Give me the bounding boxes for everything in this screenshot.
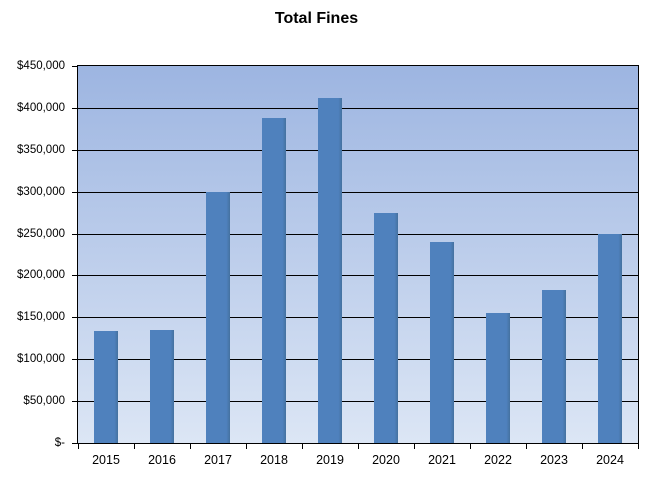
gridline bbox=[78, 317, 638, 318]
y-tick-label: $150,000 bbox=[17, 311, 65, 323]
y-axis-tick bbox=[72, 150, 77, 151]
bar-2019 bbox=[318, 98, 342, 443]
y-axis-tick bbox=[72, 317, 77, 318]
y-tick-label: $400,000 bbox=[17, 102, 65, 114]
y-tick-label: $450,000 bbox=[17, 60, 65, 72]
y-axis-tick bbox=[72, 108, 77, 109]
bar-2020 bbox=[374, 213, 398, 443]
y-tick-label: $200,000 bbox=[17, 269, 65, 281]
y-tick-label: $100,000 bbox=[17, 353, 65, 365]
bar-2024 bbox=[598, 234, 622, 443]
y-tick-label: $300,000 bbox=[17, 186, 65, 198]
y-axis-tick bbox=[72, 443, 77, 444]
x-axis-tick bbox=[246, 444, 247, 449]
gridline bbox=[78, 234, 638, 235]
x-tick-label: 2021 bbox=[428, 453, 456, 467]
x-tick-label: 2019 bbox=[316, 453, 344, 467]
bar-2018 bbox=[262, 118, 286, 443]
y-axis-tick bbox=[72, 401, 77, 402]
gridline bbox=[78, 275, 638, 276]
gridline bbox=[78, 108, 638, 109]
x-tick-label: 2023 bbox=[540, 453, 568, 467]
gridline bbox=[78, 150, 638, 151]
x-axis-tick bbox=[582, 444, 583, 449]
x-axis-tick bbox=[78, 444, 79, 449]
y-axis-tick bbox=[72, 234, 77, 235]
x-tick-label: 2015 bbox=[92, 453, 120, 467]
x-tick-label: 2017 bbox=[204, 453, 232, 467]
y-axis-tick bbox=[72, 192, 77, 193]
x-tick-label: 2020 bbox=[372, 453, 400, 467]
bar-2022 bbox=[486, 313, 510, 443]
x-axis-tick bbox=[414, 444, 415, 449]
x-axis-tick bbox=[302, 444, 303, 449]
bar-2017 bbox=[206, 192, 230, 443]
plot-area bbox=[77, 65, 639, 444]
x-axis-tick bbox=[358, 444, 359, 449]
y-axis-tick bbox=[72, 275, 77, 276]
gridline bbox=[78, 401, 638, 402]
y-tick-label: $50,000 bbox=[23, 395, 65, 407]
y-tick-label: $- bbox=[54, 437, 65, 449]
x-tick-label: 2018 bbox=[260, 453, 288, 467]
x-axis-tick bbox=[134, 444, 135, 449]
x-axis-tick bbox=[638, 444, 639, 449]
x-tick-label: 2022 bbox=[484, 453, 512, 467]
y-axis-tick bbox=[72, 66, 77, 67]
x-axis-tick bbox=[526, 444, 527, 449]
x-axis-tick bbox=[470, 444, 471, 449]
bar-2023 bbox=[542, 290, 566, 443]
y-tick-label: $350,000 bbox=[17, 144, 65, 156]
x-tick-label: 2024 bbox=[596, 453, 624, 467]
y-axis-tick bbox=[72, 359, 77, 360]
x-axis-tick bbox=[190, 444, 191, 449]
gridline bbox=[78, 192, 638, 193]
x-tick-label: 2016 bbox=[148, 453, 176, 467]
bar-2016 bbox=[150, 330, 174, 443]
gridline bbox=[78, 359, 638, 360]
bar-2021 bbox=[430, 242, 454, 443]
y-tick-label: $250,000 bbox=[17, 228, 65, 240]
chart-title: Total Fines bbox=[274, 10, 359, 27]
bar-2015 bbox=[94, 331, 118, 443]
